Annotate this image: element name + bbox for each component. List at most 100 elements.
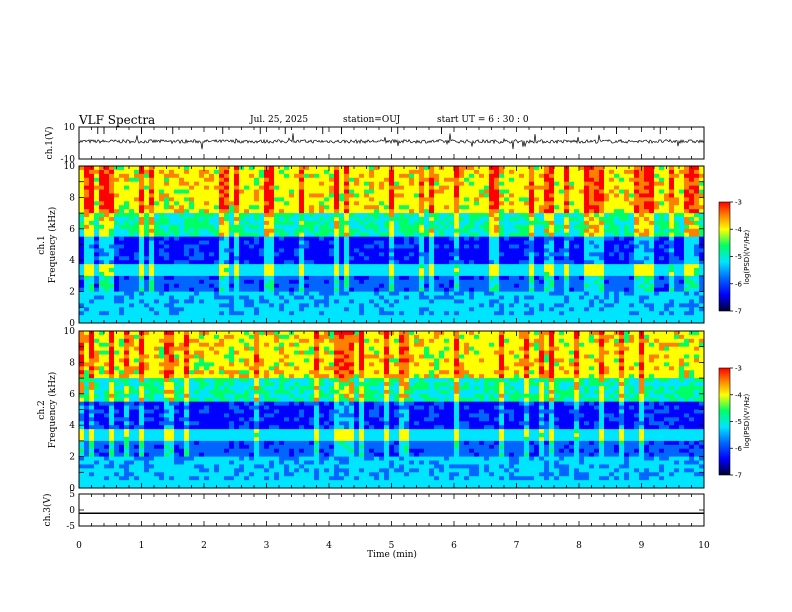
spectrogram-cell [409, 303, 415, 308]
spectrogram-cell [79, 213, 85, 218]
spectrogram-cell [124, 291, 130, 296]
spectrogram-cell [534, 307, 540, 312]
spectrogram-cell [124, 209, 130, 214]
spectrogram-cell [144, 220, 150, 226]
spectrogram-cell [404, 220, 410, 226]
spectrogram-cell [624, 283, 630, 289]
spectrogram-cell [699, 189, 705, 194]
spectrogram-cell [114, 268, 120, 273]
spectrogram-cell [564, 177, 570, 183]
spectrogram-cell [134, 303, 140, 308]
spectrogram-cell [664, 205, 670, 210]
spectrogram-cell [249, 271, 255, 277]
spectrogram-cell [354, 177, 360, 183]
spectrogram-cell [494, 295, 500, 300]
spectrogram-cell [139, 248, 145, 253]
spectrogram-cell [159, 166, 165, 171]
spectrogram-cell [414, 295, 420, 300]
spectrogram-cell [119, 291, 125, 296]
spectrogram-cell [244, 240, 250, 245]
spectrogram-cell [379, 260, 385, 265]
spectrogram-cell [439, 213, 445, 218]
spectrogram-cell [214, 209, 220, 214]
spectrogram-cell [244, 224, 250, 230]
spectrogram-cell [529, 268, 535, 273]
spectrogram-cell [429, 319, 435, 324]
spectrogram-cell [254, 291, 260, 296]
spectrogram-cell [654, 240, 660, 245]
spectrogram-cell [149, 201, 155, 206]
spectrogram-cell [539, 295, 545, 300]
spectrogram-cell [404, 236, 410, 241]
spectrogram-cell [564, 295, 570, 300]
spectrogram-cell [94, 248, 100, 253]
spectrogram-cell [99, 181, 105, 187]
spectrogram-cell [619, 271, 625, 277]
spectrogram-cell [429, 209, 435, 214]
spectrogram-cell [194, 185, 200, 190]
spectrogram-cell [504, 260, 510, 265]
spectrogram-cell [474, 228, 480, 234]
spectrogram-cell [224, 169, 230, 175]
spectrogram-cell [484, 209, 490, 214]
spectrogram-cell [604, 311, 610, 316]
spectrogram-cell [399, 166, 405, 171]
spectrogram-cell [504, 197, 510, 202]
spectrogram-cell [669, 264, 675, 269]
spectrogram-cell [199, 279, 205, 285]
spectrogram-cell [84, 228, 90, 234]
spectrogram-cell [599, 295, 605, 300]
spectrogram-cell [519, 319, 525, 324]
spectrogram-cell [309, 232, 315, 238]
spectrogram-cell [674, 307, 680, 312]
spectrogram-cell [474, 248, 480, 253]
spectrogram-cell [634, 193, 640, 198]
spectrogram-cell [699, 275, 705, 281]
spectrogram-cell [599, 264, 605, 269]
spectrogram-cell [584, 275, 590, 281]
spectrogram-cell [549, 299, 555, 304]
spectrogram-cell [544, 319, 550, 324]
spectrogram-cell [599, 307, 605, 312]
spectrogram-cell [484, 295, 490, 300]
spectrogram-cell [314, 256, 320, 261]
spectrogram-cell [204, 275, 210, 281]
spectrogram-cell [664, 224, 670, 230]
spectrogram-cell [544, 307, 550, 312]
spectrogram-cell [174, 177, 180, 183]
spectrogram-cell [334, 228, 340, 234]
spectrogram-cell [649, 307, 655, 312]
spectrogram-cell [529, 279, 535, 285]
spectrogram-cell [439, 307, 445, 312]
spectrogram-cell [269, 260, 275, 265]
spectrogram-cell [294, 264, 300, 269]
spectrogram-cell [314, 201, 320, 206]
spectrogram-cell [244, 264, 250, 269]
spectrogram-cell [314, 248, 320, 253]
spectrogram-cell [454, 291, 460, 296]
spectrogram-cell [624, 213, 630, 218]
spectrogram-cell [164, 279, 170, 285]
spectrogram-cell [99, 283, 105, 289]
spectrogram-cell [339, 236, 345, 241]
spectrogram-cell [329, 315, 335, 320]
spectrogram-cell [699, 256, 705, 261]
spectrogram-cell [99, 275, 105, 281]
spectrogram-cell [689, 307, 695, 312]
spectrogram-cell [154, 228, 160, 234]
spectrogram-cell [549, 275, 555, 281]
spectrogram-cell [379, 181, 385, 187]
spectrogram-cell [509, 228, 515, 234]
spectrogram-cell [354, 189, 360, 194]
spectrogram-cell [234, 197, 240, 202]
spectrogram-cell [129, 240, 135, 245]
spectrogram-cell [629, 287, 635, 293]
spectrogram-cell [559, 166, 565, 171]
spectrogram-cell [644, 177, 650, 183]
spectrogram-cell [114, 264, 120, 269]
spectrogram-cell [279, 252, 285, 257]
spectrogram-cell [239, 240, 245, 245]
spectrogram-cell [119, 201, 125, 206]
spectrogram-cell [524, 189, 530, 194]
spectrogram-cell [644, 166, 650, 171]
